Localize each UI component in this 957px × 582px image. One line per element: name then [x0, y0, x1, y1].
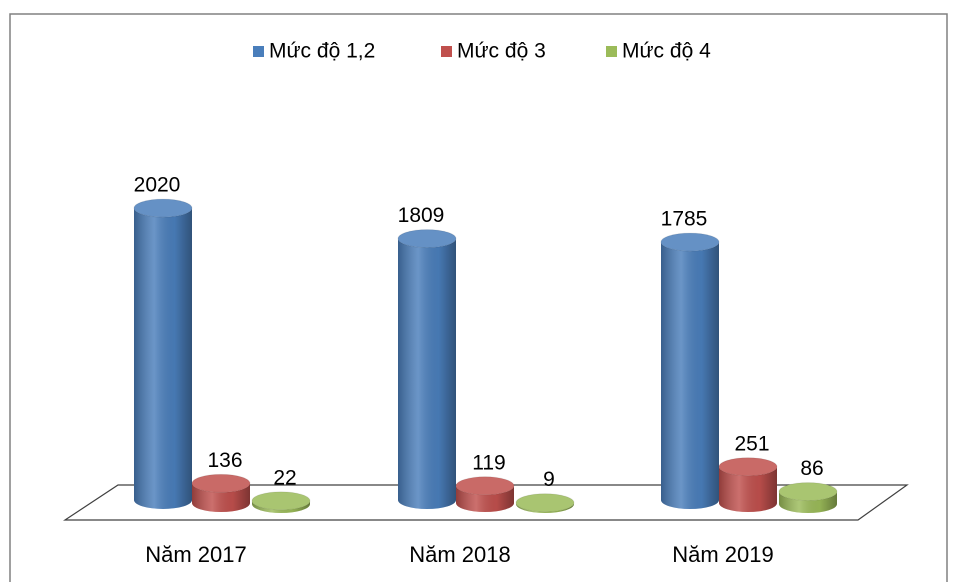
- legend-swatch: [606, 46, 617, 57]
- data-label: 9: [543, 468, 555, 491]
- legend-label: Mức độ 1,2: [269, 40, 375, 63]
- bar-top: [398, 229, 456, 248]
- bar-shade: [779, 491, 837, 513]
- legend-swatch: [441, 46, 452, 57]
- data-label: 251: [734, 432, 769, 455]
- bar-shade: [456, 485, 514, 512]
- bar-shade: [192, 483, 250, 512]
- bar-top: [252, 491, 310, 510]
- bar-top: [516, 493, 574, 512]
- bar-top-highlight: [191, 473, 251, 493]
- bar-shade: [398, 238, 456, 510]
- x-tick-label: Năm 2017: [145, 542, 247, 567]
- bar-shade: [719, 466, 777, 512]
- data-label: 2020: [134, 174, 181, 197]
- bar-top: [719, 457, 777, 476]
- legend-label: Mức độ 4: [622, 40, 711, 63]
- bar-top: [134, 199, 192, 218]
- legend-swatch: [253, 46, 264, 57]
- bar-top: [456, 476, 514, 495]
- x-tick-label: Năm 2019: [672, 542, 774, 567]
- plot: 2020 136 22 Năm 2017 1809 119 9 Năm 2018 1785 251…: [133, 174, 838, 567]
- bar-shade: [134, 208, 192, 509]
- bar-top-highlight: [515, 493, 575, 513]
- legend: Mức độ 1,2 Mức độ 3 Mức độ 4: [253, 40, 711, 63]
- bar-top-highlight: [133, 198, 193, 218]
- bar-top: [661, 233, 719, 252]
- data-label: 136: [207, 449, 242, 472]
- data-label: 86: [800, 457, 823, 480]
- bar-shade: [661, 242, 719, 509]
- bar-top-highlight: [718, 457, 778, 477]
- x-tick-label: Năm 2018: [409, 542, 511, 567]
- bar-top-highlight: [778, 482, 838, 502]
- bar-top: [779, 482, 837, 501]
- bar-top-highlight: [455, 476, 515, 496]
- legend-label: Mức độ 3: [457, 40, 546, 63]
- bar-top-highlight: [660, 232, 720, 252]
- data-label: 1809: [398, 204, 445, 227]
- data-label: 22: [273, 466, 296, 489]
- bar-top: [192, 474, 250, 493]
- data-label: 119: [472, 451, 505, 474]
- bar-shade: [252, 500, 310, 513]
- bar-top-highlight: [397, 229, 457, 249]
- bar-top-highlight: [251, 491, 311, 511]
- data-label: 1785: [661, 208, 708, 231]
